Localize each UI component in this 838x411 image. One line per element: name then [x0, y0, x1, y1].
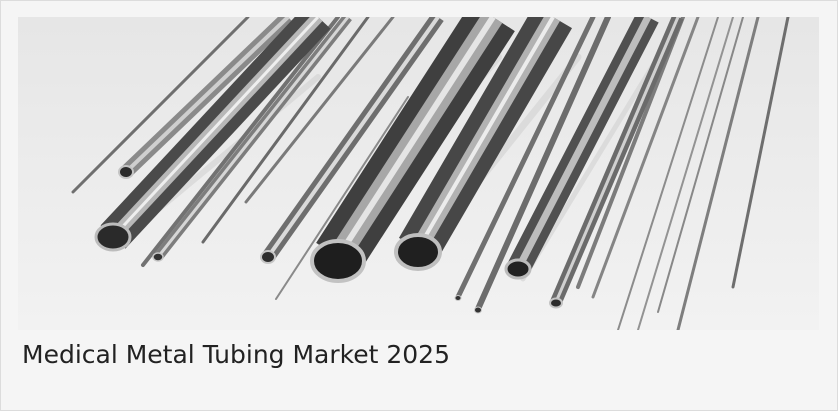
article-title[interactable]: Medical Metal Tubing Market 2025: [22, 340, 450, 369]
hero-image[interactable]: [18, 17, 819, 330]
metal-tubes-photo: [18, 17, 819, 330]
